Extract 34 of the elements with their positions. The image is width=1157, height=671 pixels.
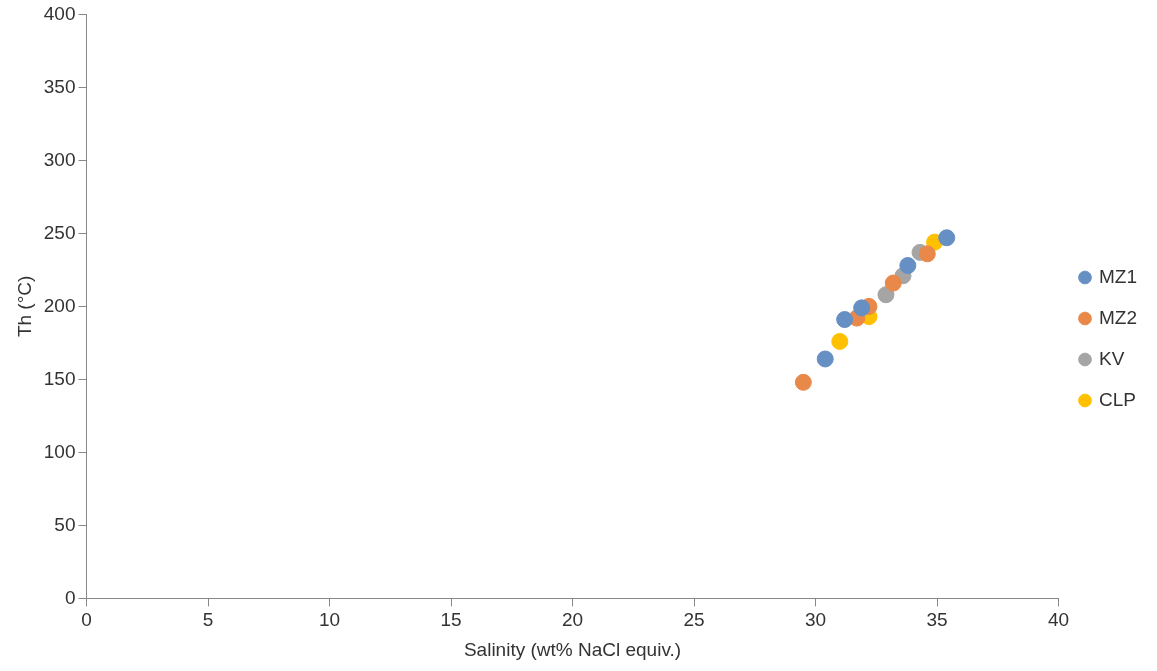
y-tick-label: 100	[43, 440, 76, 462]
x-tick-label: 15	[440, 609, 462, 631]
legend-label: MZ2	[1099, 306, 1137, 328]
x-tick-label: 20	[561, 609, 584, 631]
y-tick-label: 350	[43, 75, 76, 97]
point	[816, 350, 834, 368]
legend-label: MZ1	[1099, 265, 1137, 287]
point	[831, 332, 849, 350]
x-axis-title: Salinity (wt% NaCl equiv.)	[463, 638, 682, 660]
y-tick-label: 400	[43, 2, 76, 24]
x-tick-label: 10	[318, 609, 341, 631]
y-tick-label: 50	[54, 513, 76, 535]
point	[884, 274, 902, 292]
point	[899, 257, 917, 275]
x-tick-label: 30	[804, 609, 827, 631]
x-tick-label: 0	[81, 609, 92, 631]
point	[794, 373, 812, 391]
point	[938, 229, 956, 247]
y-tick-label: 200	[43, 294, 76, 316]
y-axis-title: Th (°C)	[13, 275, 35, 338]
y-tick-label: 0	[64, 586, 76, 608]
x-tick-label: 25	[683, 609, 705, 631]
x-tick-label: 40	[1047, 609, 1070, 631]
x-tick-label: 35	[926, 609, 948, 631]
y-tick-label: 300	[43, 148, 76, 170]
y-tick-label: 250	[43, 221, 76, 243]
legend-label: KV	[1099, 347, 1125, 369]
legend-label: CLP	[1099, 388, 1136, 410]
point	[918, 245, 936, 263]
y-tick-label: 150	[43, 367, 76, 389]
point	[836, 311, 854, 329]
x-tick-label: 5	[202, 609, 214, 631]
point	[877, 286, 895, 304]
point	[853, 299, 871, 317]
